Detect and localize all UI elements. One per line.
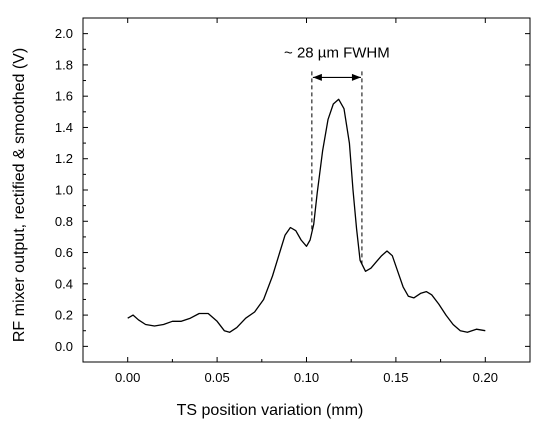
y-tick-label: 1.8: [55, 57, 73, 72]
axes-frame: [82, 17, 531, 363]
x-tick-label: 0.15: [383, 370, 408, 385]
y-axis-title: RF mixer output, rectified & smoothed (V…: [11, 48, 28, 342]
tick-marks: [83, 18, 530, 362]
fwhm-arrowhead-right: [351, 73, 361, 81]
plot-frame: [82, 17, 531, 363]
fwhm-annotation: ~ 28 µm FWHM: [284, 44, 390, 265]
y-tick-label: 0.4: [55, 276, 73, 291]
y-tick-label: 1.4: [55, 120, 73, 135]
y-tick-label: 0.8: [55, 214, 73, 229]
x-tick-label: 0.05: [204, 370, 229, 385]
y-tick-label: 0.2: [55, 308, 73, 323]
series-layer: [127, 98, 486, 333]
y-tick-label: 1.6: [55, 89, 73, 104]
y-tick-label: 1.2: [55, 151, 73, 166]
fwhm-label: ~ 28 µm FWHM: [284, 44, 390, 61]
x-axis-title: TS position variation (mm): [177, 402, 364, 419]
data-series-line: [127, 98, 486, 333]
y-tick-label: 1.0: [55, 183, 73, 198]
x-tick-label: 0.00: [115, 370, 140, 385]
y-tick-label: 0.6: [55, 245, 73, 260]
y-tick-label: 0.0: [55, 339, 73, 354]
tick-labels: 0.00 0.05 0.10 0.15 0.20 0.0 0.2 0.4 0.6 0.8 1.0 1.…: [55, 26, 498, 385]
x-tick-label: 0.10: [294, 370, 319, 385]
y-tick-label: 2.0: [55, 26, 73, 41]
x-tick-label: 0.20: [473, 370, 498, 385]
fwhm-arrowhead-left: [312, 73, 322, 81]
